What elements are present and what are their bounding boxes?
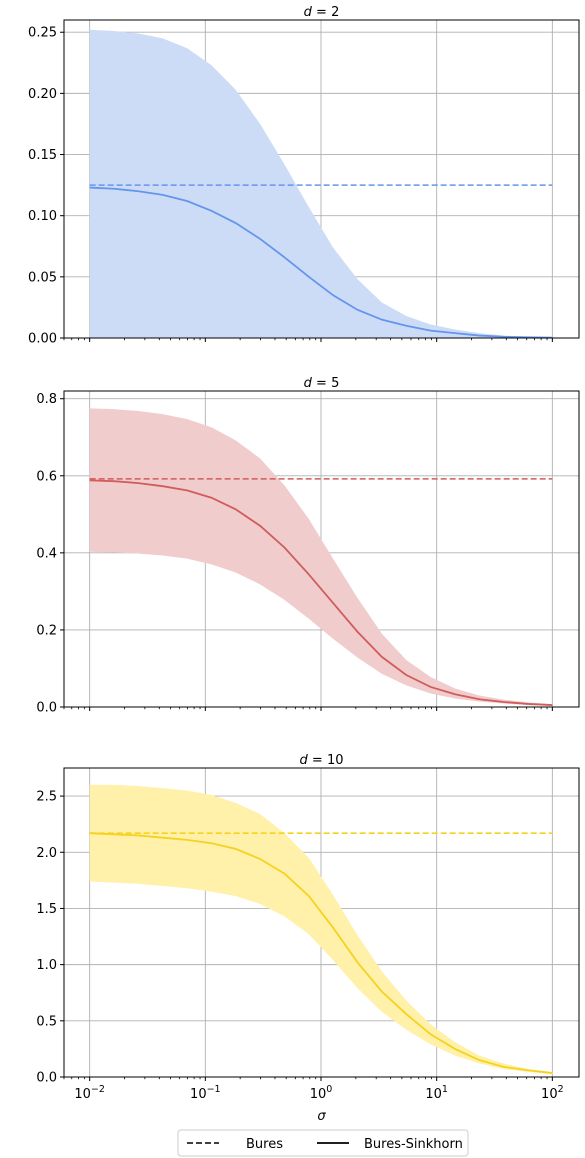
y-tick-label: 0.20 bbox=[28, 87, 57, 102]
x-tick-label: 102 bbox=[541, 1084, 564, 1102]
panel-title: d = 5 bbox=[304, 376, 340, 391]
y-tick-label: 1.0 bbox=[36, 958, 57, 973]
bures-sinkhorn-line bbox=[89, 832, 553, 1074]
y-tick-label: 0.0 bbox=[36, 701, 57, 716]
legend-label-bures: Bures bbox=[246, 1137, 283, 1152]
legend-label-bures-sinkhorn: Bures-Sinkhorn bbox=[364, 1137, 463, 1152]
y-tick-label: 2.0 bbox=[36, 846, 57, 861]
x-tick-label: 10−2 bbox=[74, 1084, 105, 1102]
bures-sinkhorn-line bbox=[89, 479, 553, 706]
y-tick-label: 0.5 bbox=[36, 1014, 57, 1029]
y-tick-label: 0.25 bbox=[28, 26, 57, 41]
bures-sinkhorn-line bbox=[89, 186, 553, 339]
std-band bbox=[89, 408, 553, 706]
panel-2: 0.0 0.2 0.4 0.6 0.8 d = 5 bbox=[36, 376, 580, 716]
y-tick-label: 0.4 bbox=[36, 546, 57, 561]
y-tick-label: 1.5 bbox=[36, 902, 57, 917]
std-band bbox=[89, 29, 553, 339]
y-tick-label: 0.0 bbox=[36, 1071, 57, 1086]
legend: Bures Bures-Sinkhorn bbox=[177, 1129, 469, 1157]
panel-1: 0.00 0.05 0.10 0.15 0.20 0.25 d = 2 bbox=[28, 5, 580, 347]
y-tick-label: 2.5 bbox=[36, 790, 57, 805]
std-band bbox=[89, 784, 553, 1075]
y-tick-label: 0.00 bbox=[28, 332, 57, 347]
x-axis-label: σ bbox=[317, 1109, 326, 1124]
x-tick-label: 101 bbox=[425, 1084, 448, 1102]
x-tick-label: 100 bbox=[310, 1084, 333, 1102]
panel-3: 0.0 0.5 1.0 1.5 2.0 2.5 d = 10 10−2 10−1 100 101 10… bbox=[36, 753, 580, 1124]
x-tick-label: 10−1 bbox=[190, 1084, 221, 1102]
y-tick-label: 0.6 bbox=[36, 469, 57, 484]
y-tick-label: 0.15 bbox=[28, 148, 57, 163]
panel-title: d = 10 bbox=[300, 753, 344, 768]
y-tick-label: 0.8 bbox=[36, 392, 57, 407]
y-tick-label: 0.05 bbox=[28, 270, 57, 285]
y-tick-label: 0.10 bbox=[28, 209, 57, 224]
panel-title: d = 2 bbox=[304, 5, 340, 20]
y-tick-label: 0.2 bbox=[36, 623, 57, 638]
